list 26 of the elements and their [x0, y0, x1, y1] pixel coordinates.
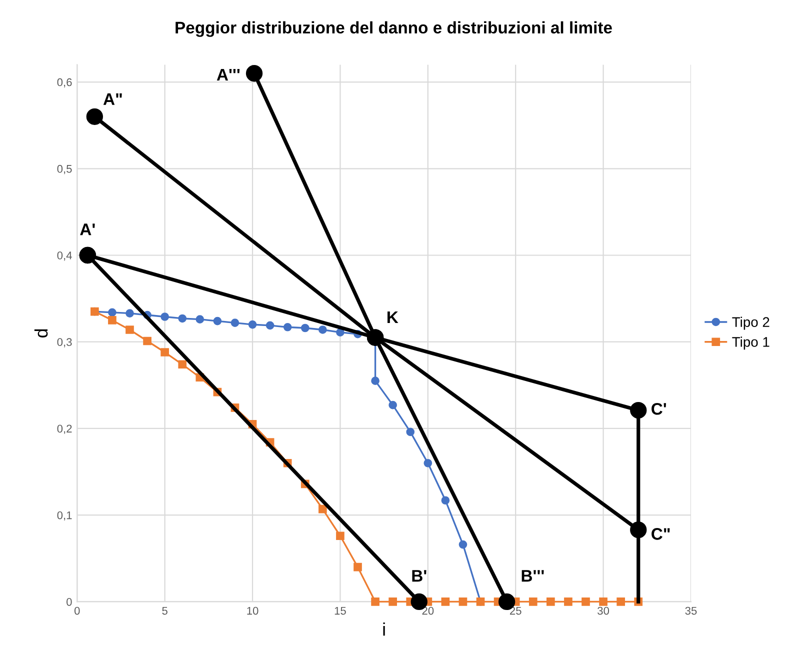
y-tick-label: 0,6 — [57, 78, 72, 88]
x-tick-label: 35 — [685, 606, 697, 615]
y-tick-label: 0,3 — [57, 338, 72, 348]
annotation: C" — [652, 528, 670, 540]
x-tick-label: 0 — [74, 606, 80, 615]
y-tick-label: 0 — [66, 598, 72, 606]
y-axis-title: d — [34, 329, 48, 338]
y-tick-label: 0,5 — [57, 164, 72, 174]
y-tick-label: 0,4 — [57, 252, 72, 261]
x-tick-label: 15 — [334, 606, 346, 615]
legend-label: Tipo 2 — [732, 316, 770, 330]
annotation: C' — [652, 402, 666, 415]
x-tick-label: 30 — [598, 606, 610, 615]
y-tick-label: 0,2 — [57, 424, 72, 434]
x-tick-label: 10 — [247, 606, 258, 615]
annotation: A" — [103, 93, 122, 105]
annotation: B''' — [522, 570, 544, 582]
y-tick-label: 0,1 — [57, 511, 72, 521]
x-tick-label: 5 — [162, 606, 168, 615]
legend-label: Tipo 1 — [732, 336, 770, 350]
x-axis-title: i — [383, 622, 385, 636]
chart-title: Peggior distribuzione del danno e distribuzioni al limite — [176, 21, 612, 37]
annotation: A' — [80, 224, 95, 236]
annotation: K — [388, 312, 398, 323]
annotation: B' — [412, 570, 426, 582]
annotation: A''' — [216, 68, 240, 80]
